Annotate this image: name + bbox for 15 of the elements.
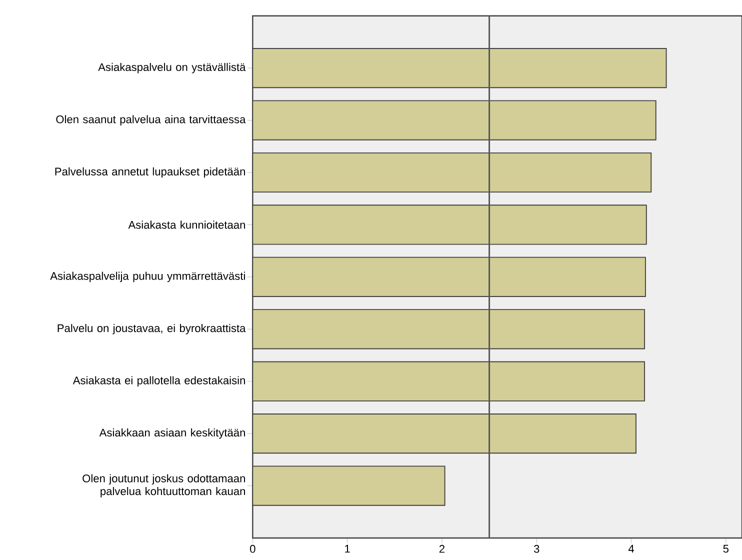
y-tick-label: Olen saanut palvelua aina tarvittaessa bbox=[56, 115, 246, 126]
y-tick-label: Asiakasta kunnioitetaan bbox=[128, 220, 245, 229]
y-tick-label: Palvelu on joustavaa, ei byrokraattista bbox=[58, 324, 246, 334]
y-tick-label: Olen joutunut joskus odottamaan palvelua kohtuuttoman kauan bbox=[82, 474, 245, 498]
x-tick-label: 1 bbox=[345, 544, 350, 553]
y-tick-label: Asiakaspalvelija puhuu ymmärrettävästi bbox=[50, 272, 245, 282]
x-tick-label: 5 bbox=[723, 544, 729, 553]
x-tick-label: 2 bbox=[439, 544, 444, 553]
x-tick-label: 4 bbox=[628, 544, 634, 553]
x-tick-label: 3 bbox=[534, 544, 540, 553]
y-tick-label: Asiakkaan asiaan keskitytään bbox=[99, 428, 245, 439]
y-tick-label: Palvelussa annetut lupaukset pidetään bbox=[55, 167, 245, 178]
x-tick-label: 0 bbox=[250, 544, 256, 553]
y-tick-label: Asiakaspalvelu on ystävällistä bbox=[98, 62, 246, 74]
y-tick-label: Asiakasta ei pallotella edestakaisin bbox=[72, 376, 245, 387]
